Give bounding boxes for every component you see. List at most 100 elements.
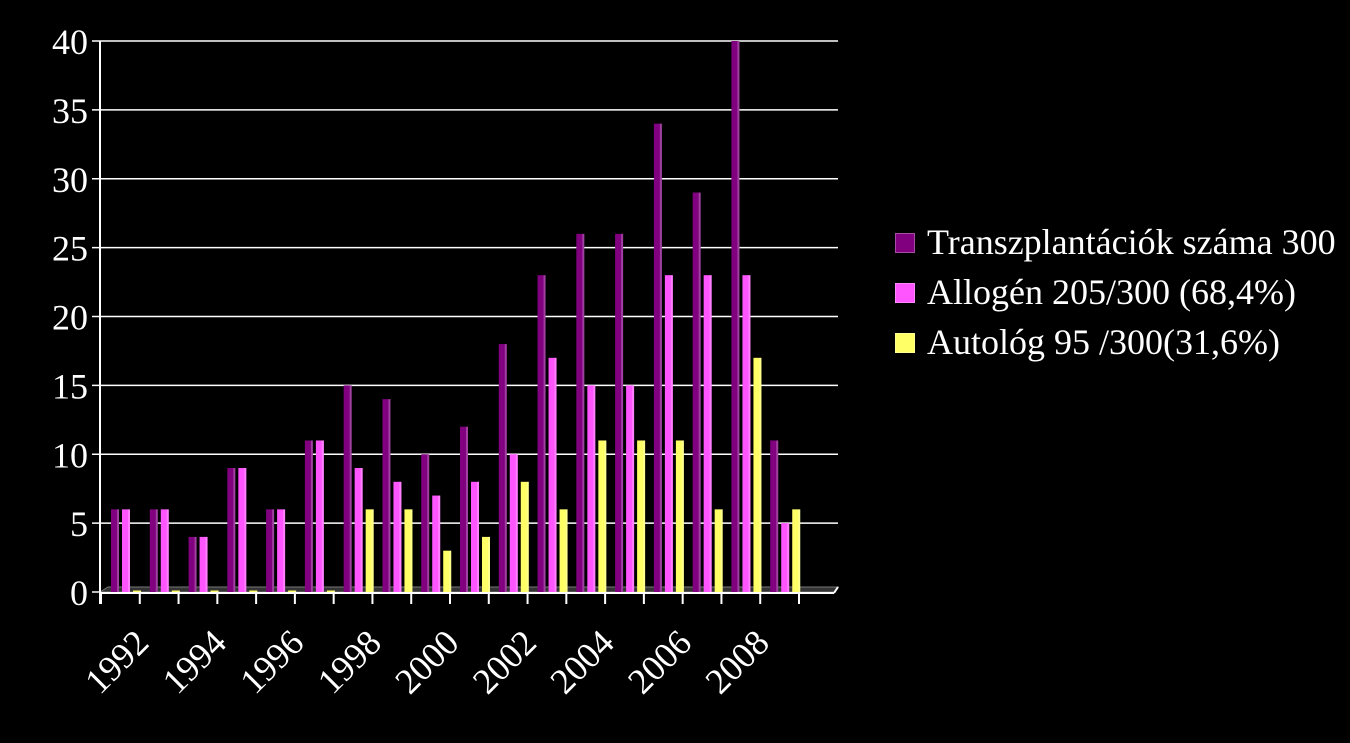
bar-highlight (787, 523, 790, 592)
bar-highlight (670, 275, 673, 592)
y-tick-label: 25 (52, 229, 88, 269)
bar-allogen-2004 (587, 385, 596, 592)
bar-transplants-1997 (304, 440, 313, 592)
bar-autolog-2005 (637, 440, 646, 592)
bar-highlight (593, 385, 596, 592)
bar-highlight (388, 399, 391, 592)
bar-highlight (554, 357, 557, 592)
y-tick-label: 15 (52, 366, 88, 406)
y-tick-label: 40 (52, 22, 88, 62)
legend-item-transplants: Transzplantációk száma 300 (895, 220, 1345, 264)
bar-allogen-2009 (781, 523, 790, 592)
bar-allogen-2003 (548, 357, 557, 592)
bar-highlight (526, 481, 529, 592)
bar-transplants-1994 (188, 536, 197, 592)
bar-autolog-2002 (520, 481, 529, 592)
y-tick-label: 30 (52, 160, 88, 200)
x-axis-end (833, 586, 839, 594)
bar-highlight (166, 509, 169, 592)
bar-allogen-1996 (277, 509, 286, 592)
bar-highlight (632, 385, 635, 592)
bar-allogen-1994 (199, 536, 208, 592)
bar-autolog-2003 (559, 509, 568, 592)
bar-highlight (449, 550, 452, 592)
x-tick-label: 1996 (232, 622, 311, 701)
legend-swatch-allogen (895, 283, 915, 303)
bar-autolog-1994 (210, 590, 219, 592)
legend-swatch-autolog (895, 333, 915, 353)
bar-transplants-2000 (421, 454, 430, 592)
bar-allogen-2001 (471, 481, 479, 592)
y-tick-label: 5 (70, 504, 88, 544)
bar-highlight (255, 590, 258, 592)
bar-highlight (748, 275, 751, 592)
x-tick-label: 2000 (387, 622, 466, 701)
bar-allogen-2008 (742, 275, 751, 592)
bar-autolog-1993 (171, 590, 180, 592)
bar-highlight (194, 536, 197, 592)
bar-transplants-2005 (615, 233, 624, 592)
bar-autolog-1995 (249, 590, 258, 592)
bar-highlight (294, 590, 297, 592)
y-tick-labels: 0 5 10 15 20 25 30 35 40 (52, 22, 88, 613)
bar-highlight (776, 440, 779, 592)
bar-autolog-1992 (133, 590, 141, 592)
bar-allogen-2002 (509, 454, 518, 592)
bar-highlight (205, 536, 208, 592)
bar-transplants-2006 (653, 123, 662, 593)
bar-highlight (737, 41, 740, 592)
bar-highlight (310, 440, 313, 592)
bar-highlight (759, 357, 762, 592)
bar-transplants-1993 (149, 509, 158, 592)
legend-label-allogen: Allogén 205/300 (68,4%) (927, 272, 1296, 312)
bar-allogen-2007 (703, 275, 712, 592)
bar-autolog-2004 (598, 440, 607, 592)
bar-allogen-1993 (160, 509, 169, 592)
bar-transplants-1999 (382, 399, 391, 592)
bar-allogen-1997 (315, 440, 324, 592)
bar-highlight (349, 385, 352, 592)
y-tick-label: 35 (52, 91, 88, 131)
bar-highlight (681, 440, 684, 592)
axes (99, 41, 839, 604)
bar-highlight (233, 468, 236, 592)
bar-autolog-2006 (675, 440, 684, 592)
legend-label-autolog: Autológ 95 /300(31,6%) (927, 322, 1280, 362)
bar-highlight (283, 509, 286, 592)
bar-autolog-1999 (404, 509, 413, 592)
bar-allogen-2000 (432, 495, 441, 592)
bar-allogen-1992 (122, 509, 130, 592)
x-tick-label: 2004 (542, 622, 621, 701)
bar-transplants-2003 (537, 275, 546, 592)
bar-autolog-1997 (326, 590, 335, 592)
x-tick-label: 1992 (77, 622, 156, 701)
bar-highlight (155, 509, 158, 592)
bar-highlight (244, 468, 247, 592)
bar-highlight (504, 344, 507, 592)
bar-transplants-1996 (266, 509, 275, 592)
bar-highlight (582, 233, 585, 592)
legend-swatch-transplants (895, 233, 915, 253)
bar-highlight (466, 426, 468, 592)
bar-transplants-1992 (111, 509, 119, 592)
bar-allogen-1998 (354, 468, 363, 592)
bar-allogen-2005 (626, 385, 635, 592)
bar-highlight (709, 275, 712, 592)
bar-transplants-2002 (498, 344, 507, 592)
bar-highlight (360, 468, 363, 592)
bar-highlight (604, 440, 607, 592)
bar-highlight (216, 590, 219, 592)
bar-highlight (621, 233, 624, 592)
bar-highlight (321, 440, 324, 592)
bar-highlight (139, 590, 141, 592)
bar-highlight (128, 509, 130, 592)
bar-autolog-2009 (792, 509, 801, 592)
bar-autolog-2007 (714, 509, 723, 592)
bar-highlight (720, 509, 723, 592)
bar-highlight (488, 536, 490, 592)
x-tick-label: 2006 (620, 622, 699, 701)
bar-transplants-2009 (770, 440, 779, 592)
bar-highlight (117, 509, 119, 592)
legend-item-autolog: Autológ 95 /300(31,6%) (895, 320, 1345, 364)
bar-highlight (332, 590, 335, 592)
